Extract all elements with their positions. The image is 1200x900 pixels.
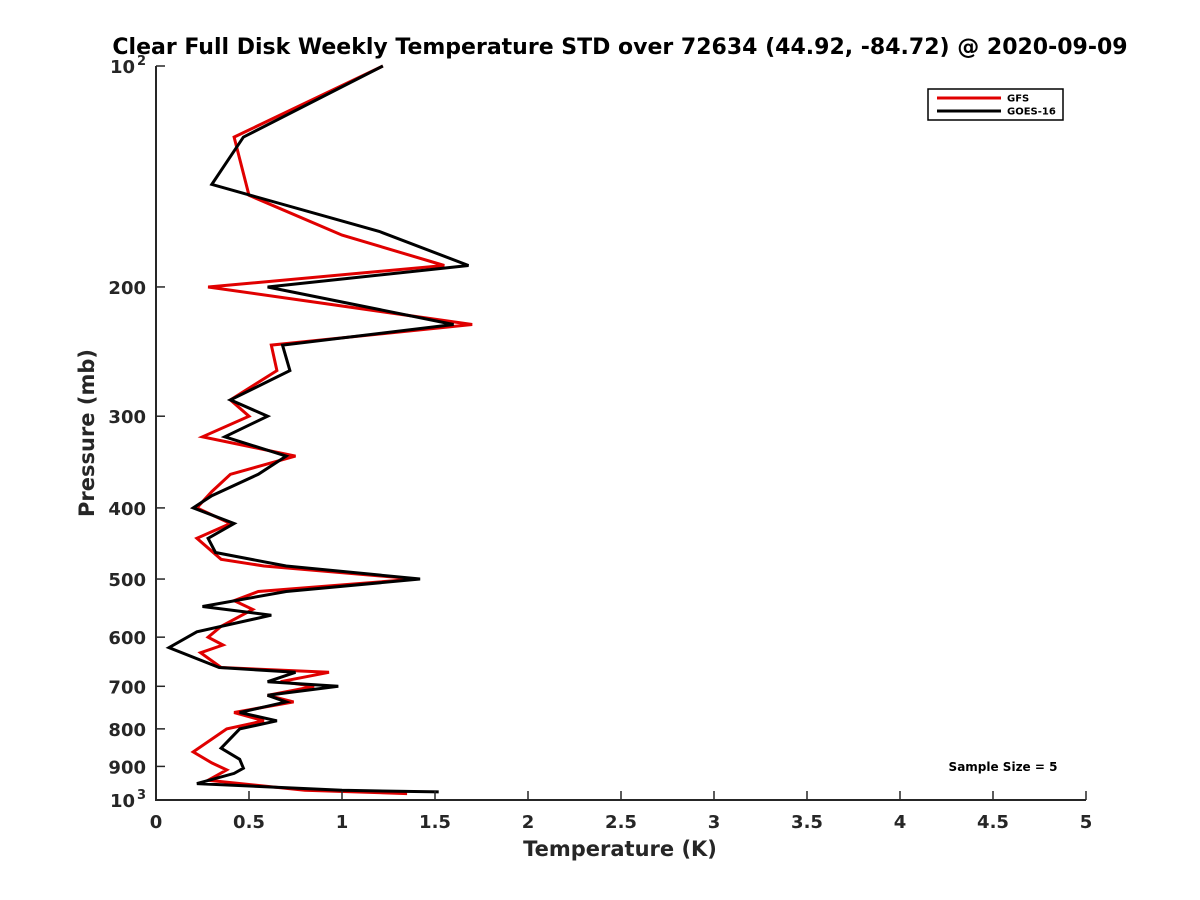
x-tick-label: 2.5 <box>605 812 637 833</box>
y-tick-label: 700 <box>108 677 146 698</box>
y-tick-label-exponent: 3 <box>137 788 146 803</box>
y-tick-label: 10 <box>110 791 135 812</box>
x-tick-group: 0 0.5 1 1.5 2 2.5 3 3.5 4 4.5 5 <box>150 791 1093 833</box>
series-line-gfs <box>190 64 473 796</box>
x-tick-label: 1 <box>336 812 349 833</box>
legend-box <box>927 88 1064 121</box>
y-tick-label: 900 <box>108 757 146 778</box>
legend-label-goes-16: GOES-16 <box>1007 107 1056 118</box>
series-line-goes-16 <box>165 64 470 794</box>
y-axis-label: Pressure (mb) <box>75 349 99 517</box>
y-tick-label: 800 <box>108 720 146 741</box>
chart-title: Clear Full Disk Weekly Temperature STD o… <box>112 35 1127 60</box>
y-tick-label-exponent: 2 <box>137 54 146 69</box>
x-tick-label: 4 <box>894 812 907 833</box>
legend-label-gfs: GFS <box>1007 94 1029 105</box>
x-tick-label: 0.5 <box>233 812 265 833</box>
x-tick-label: 0 <box>150 812 163 833</box>
plot-series-group <box>165 64 473 796</box>
y-tick-label: 600 <box>108 628 146 649</box>
y-tick-label: 200 <box>108 278 146 299</box>
y-tick-label: 400 <box>108 499 146 520</box>
x-tick-label: 2 <box>522 812 535 833</box>
x-tick-label: 4.5 <box>977 812 1009 833</box>
sample-size-annotation: Sample Size = 5 <box>949 760 1058 774</box>
y-tick-label: 10 <box>110 57 135 78</box>
x-tick-label: 3 <box>708 812 721 833</box>
x-tick-label: 1.5 <box>419 812 451 833</box>
x-tick-label: 5 <box>1080 812 1093 833</box>
y-tick-label: 500 <box>108 570 146 591</box>
x-tick-label: 3.5 <box>791 812 823 833</box>
x-axis-label: Temperature (K) <box>523 837 717 861</box>
legend: GFS GOES-16 <box>927 88 1064 121</box>
y-tick-label: 300 <box>108 407 146 428</box>
